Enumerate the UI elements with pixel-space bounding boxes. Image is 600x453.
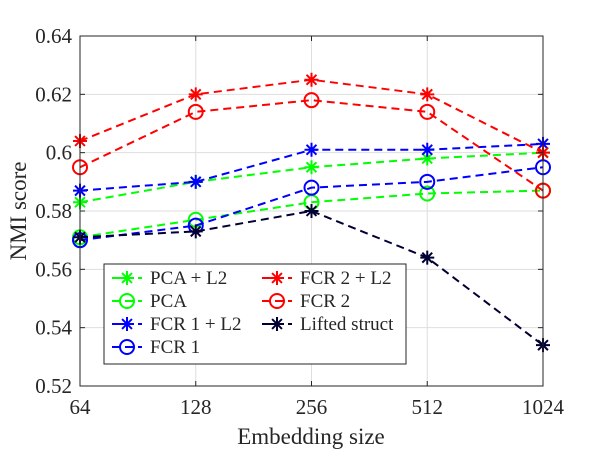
y-axis-label: NMI score bbox=[6, 162, 31, 261]
data-point-fcr-1-l2 bbox=[188, 174, 203, 189]
legend-box bbox=[103, 263, 407, 365]
data-point-fcr-2 bbox=[303, 92, 320, 109]
legend-marker bbox=[120, 271, 134, 285]
data-point-fcr-2-l2 bbox=[420, 87, 435, 102]
y-tick-label: 0.56 bbox=[35, 257, 72, 281]
x-tick-label: 1024 bbox=[522, 395, 565, 419]
legend-marker bbox=[269, 293, 285, 309]
x-tick-label: 128 bbox=[180, 395, 212, 419]
data-point-lifted-struct bbox=[420, 250, 435, 265]
tick-layer: 64 128 256 512 1024 0.52 0.54 0.56 0.58 0.6 0.62 0.… bbox=[35, 24, 564, 419]
legend-item-pca: PCA bbox=[112, 291, 187, 312]
legend-label: PCA bbox=[150, 291, 187, 312]
y-tick-label: 0.52 bbox=[35, 374, 72, 398]
data-point-fcr-1-l2 bbox=[420, 142, 435, 157]
legend-label: Lifted struct bbox=[300, 314, 394, 335]
data-point-pca-l2 bbox=[420, 151, 435, 166]
data-point-fcr-2 bbox=[419, 103, 436, 120]
data-point-fcr-1 bbox=[419, 173, 436, 190]
data-point-fcr-2-l2 bbox=[188, 87, 203, 102]
data-point-pca-l2 bbox=[304, 160, 319, 175]
y-tick-label: 0.62 bbox=[35, 82, 72, 106]
legend-marker bbox=[119, 339, 135, 355]
data-point-pca bbox=[419, 185, 436, 202]
y-tick-label: 0.54 bbox=[35, 316, 72, 340]
legend-label: FCR 2 + L2 bbox=[300, 268, 391, 289]
legend-label: FCR 2 bbox=[300, 291, 350, 312]
data-point-lifted-struct bbox=[188, 224, 203, 239]
legend-item-fcr-2: FCR 2 bbox=[262, 291, 350, 312]
legend-marker bbox=[270, 271, 284, 285]
legend-item-fcr-1: FCR 1 bbox=[112, 337, 200, 358]
data-point-fcr-1-l2 bbox=[304, 142, 319, 157]
y-tick-label: 0.58 bbox=[35, 199, 72, 223]
x-axis-label: Embedding size bbox=[237, 424, 385, 449]
legend-label: FCR 1 bbox=[150, 337, 200, 358]
x-tick-label: 64 bbox=[70, 395, 92, 419]
data-point-fcr-2-l2 bbox=[304, 72, 319, 87]
x-tick-label: 512 bbox=[412, 395, 444, 419]
series-line-pca bbox=[79, 189, 544, 239]
data-point-fcr-2 bbox=[187, 103, 204, 120]
series-line-fcr-2 bbox=[79, 99, 544, 192]
x-tick-label: 256 bbox=[296, 395, 328, 419]
series-line-lifted-struct bbox=[79, 209, 544, 346]
legend-item-pca-l2: PCA + L2 bbox=[112, 268, 227, 289]
legend-item-fcr-2-l2: FCR 2 + L2 bbox=[262, 268, 391, 289]
legend-item-lifted-struct: Lifted struct bbox=[262, 314, 394, 335]
series-line-fcr-1 bbox=[79, 166, 544, 242]
legend-label: PCA + L2 bbox=[150, 268, 227, 289]
data-point-fcr-1 bbox=[303, 179, 320, 196]
y-tick-label: 0.6 bbox=[46, 141, 72, 165]
legend-label: FCR 1 + L2 bbox=[150, 314, 241, 335]
legend-item-fcr-1-l2: FCR 1 + L2 bbox=[112, 314, 241, 335]
data-point-lifted-struct bbox=[304, 204, 319, 218]
y-tick-label: 0.64 bbox=[35, 24, 72, 48]
legend-marker bbox=[119, 293, 135, 309]
legend-marker bbox=[120, 317, 134, 331]
legend-marker bbox=[270, 317, 284, 331]
